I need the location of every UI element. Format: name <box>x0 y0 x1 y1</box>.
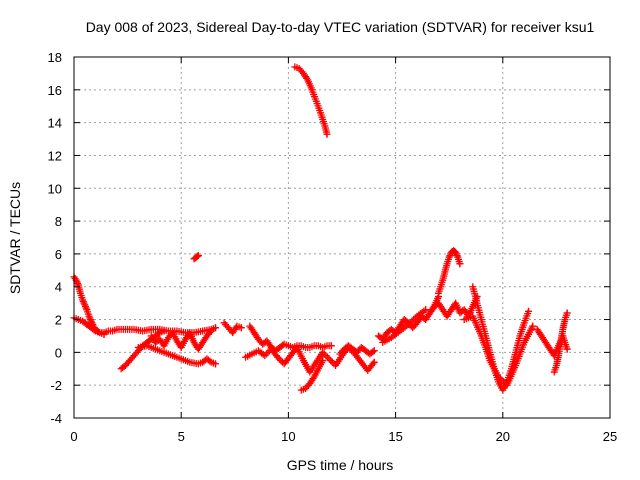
data-point <box>87 317 95 325</box>
x-tick-label: 5 <box>178 429 185 444</box>
data-point <box>82 304 90 312</box>
data-point <box>86 314 94 322</box>
x-tick-label: 20 <box>496 429 510 444</box>
data-point <box>79 297 87 305</box>
x-tick-label: 0 <box>70 429 77 444</box>
data-points <box>70 63 571 394</box>
series-arc-15 <box>434 247 464 297</box>
y-tick-label: 2 <box>55 313 62 328</box>
y-tick-label: 4 <box>55 280 62 295</box>
data-point <box>324 353 332 361</box>
data-point <box>212 360 220 368</box>
data-point <box>303 74 311 82</box>
data-point <box>275 355 283 363</box>
data-point <box>327 342 335 350</box>
data-point <box>79 296 87 304</box>
series-arc-18 <box>460 312 537 389</box>
data-point <box>452 248 460 256</box>
series-arc-11 <box>336 342 378 358</box>
data-point <box>370 347 378 355</box>
data-point <box>319 348 327 356</box>
series-arc-19 <box>533 325 571 360</box>
y-tick-label: 10 <box>48 181 62 196</box>
data-point <box>369 360 377 368</box>
data-point <box>73 278 81 286</box>
data-point <box>160 327 168 335</box>
series-arc-7 <box>220 319 245 337</box>
series-arc-5 <box>147 327 215 353</box>
x-tick-label: 10 <box>281 429 295 444</box>
data-point <box>86 316 94 324</box>
y-axis-ticks: -4 -2 0 2 4 6 8 10 12 14 16 18 <box>48 50 610 426</box>
data-point <box>563 309 571 317</box>
data-point <box>261 352 269 360</box>
data-point <box>369 348 377 356</box>
data-point <box>80 299 88 307</box>
series-arc-6 <box>190 252 202 263</box>
data-point <box>207 327 215 335</box>
data-point <box>262 350 270 358</box>
data-point <box>328 358 336 366</box>
data-point <box>74 279 82 287</box>
chart-title: Day 008 of 2023, Sidereal Day-to-day VTE… <box>86 19 595 35</box>
series-arc-14 <box>379 306 430 347</box>
data-point <box>453 252 461 260</box>
data-point <box>206 357 214 365</box>
data-point <box>325 355 333 363</box>
data-point <box>370 358 378 366</box>
y-tick-label: 12 <box>48 148 62 163</box>
data-point <box>194 252 202 260</box>
data-point <box>323 130 331 138</box>
plot-frame <box>73 56 611 419</box>
data-point <box>456 260 464 268</box>
data-point <box>90 326 98 334</box>
x-tick-label: 15 <box>388 429 402 444</box>
series-arc-4 <box>134 342 220 368</box>
data-point <box>452 250 460 258</box>
data-point <box>529 322 537 330</box>
data-point <box>327 357 335 365</box>
x-axis-ticks: 0 5 10 15 20 25 <box>70 57 617 444</box>
y-tick-label: 16 <box>48 83 62 98</box>
data-point <box>193 252 201 260</box>
data-point <box>81 302 89 310</box>
data-point <box>212 324 220 332</box>
data-point <box>446 252 454 260</box>
data-point <box>563 345 571 353</box>
data-point <box>319 357 327 365</box>
x-axis-label: GPS time / hours <box>287 457 394 473</box>
x-tick-label: 25 <box>603 429 617 444</box>
series-arc-8 <box>246 322 335 355</box>
series-arc-13 <box>374 293 442 343</box>
data-point <box>88 319 96 327</box>
y-tick-label: 6 <box>55 247 62 262</box>
data-point <box>422 306 430 314</box>
data-point <box>85 312 93 320</box>
data-point <box>81 301 89 309</box>
series-arc-12 <box>291 63 331 138</box>
y-tick-label: -2 <box>50 378 62 393</box>
data-point <box>154 330 162 338</box>
y-tick-label: 18 <box>48 50 62 65</box>
data-point <box>525 307 533 315</box>
series-arc-10 <box>297 357 327 394</box>
data-point <box>320 350 328 358</box>
data-point <box>445 253 453 261</box>
y-tick-label: 0 <box>55 345 62 360</box>
y-tick-label: 8 <box>55 214 62 229</box>
data-point <box>309 375 317 383</box>
series-arc-9 <box>242 343 378 376</box>
data-point <box>274 353 282 361</box>
y-tick-label: 14 <box>48 116 62 131</box>
data-point <box>237 324 245 332</box>
y-tick-label: -4 <box>50 411 62 426</box>
data-point <box>206 329 214 337</box>
series-arc-20 <box>550 309 571 376</box>
grid-lines <box>74 57 610 418</box>
y-axis-label: SDTVAR / TECUs <box>7 182 23 294</box>
data-point <box>322 352 330 360</box>
